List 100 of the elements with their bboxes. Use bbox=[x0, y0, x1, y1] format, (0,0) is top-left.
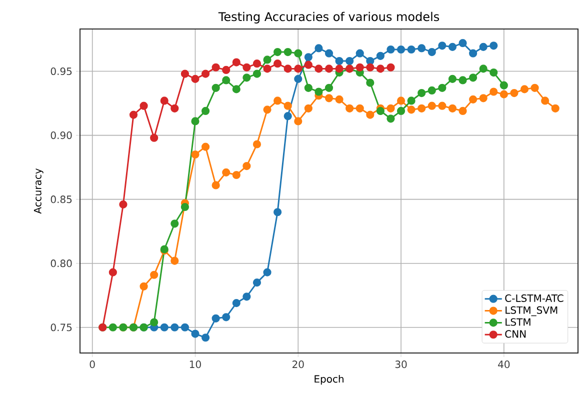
point bbox=[284, 64, 292, 73]
point bbox=[458, 106, 467, 116]
y-tick-label: 0.85 bbox=[50, 196, 72, 204]
point bbox=[140, 102, 148, 110]
point bbox=[418, 44, 426, 52]
point bbox=[335, 64, 344, 73]
point bbox=[191, 74, 200, 83]
y-tick-label: 0.95 bbox=[50, 67, 72, 76]
point bbox=[212, 314, 220, 322]
point bbox=[170, 256, 179, 265]
point bbox=[366, 110, 374, 119]
x-tick-label: 30 bbox=[395, 360, 407, 368]
point bbox=[418, 88, 426, 98]
point bbox=[108, 323, 117, 332]
point bbox=[170, 104, 179, 112]
point bbox=[252, 278, 262, 287]
point bbox=[263, 106, 272, 114]
point bbox=[294, 117, 302, 126]
point bbox=[274, 48, 282, 56]
point bbox=[386, 45, 395, 54]
point bbox=[201, 106, 210, 116]
point bbox=[490, 88, 498, 96]
x-tick-label: 40 bbox=[498, 360, 510, 368]
point bbox=[407, 96, 416, 105]
point bbox=[356, 63, 364, 72]
point bbox=[222, 313, 230, 322]
point bbox=[222, 76, 230, 84]
point bbox=[386, 114, 395, 123]
point bbox=[324, 49, 334, 58]
point bbox=[396, 45, 406, 54]
point bbox=[222, 66, 230, 74]
point bbox=[541, 96, 550, 105]
y-tick-label: 0.80 bbox=[50, 260, 72, 268]
point bbox=[418, 104, 426, 112]
point bbox=[551, 104, 560, 112]
point bbox=[201, 142, 210, 151]
point bbox=[232, 170, 240, 180]
point bbox=[180, 70, 190, 78]
point bbox=[500, 90, 508, 98]
point bbox=[263, 268, 272, 276]
x-tick-label: 20 bbox=[292, 360, 304, 368]
y-tick-label: 0.90 bbox=[50, 132, 72, 140]
point bbox=[448, 104, 457, 112]
point bbox=[469, 49, 478, 58]
point bbox=[242, 292, 251, 301]
point bbox=[356, 49, 364, 58]
point bbox=[438, 102, 446, 110]
point bbox=[520, 85, 529, 94]
point bbox=[201, 334, 210, 342]
point bbox=[407, 45, 416, 54]
point bbox=[530, 84, 539, 92]
point bbox=[304, 84, 312, 92]
point bbox=[201, 70, 210, 78]
point bbox=[222, 168, 230, 176]
point bbox=[242, 63, 251, 72]
point bbox=[500, 81, 508, 90]
point bbox=[366, 63, 374, 72]
x-tick-label: 10 bbox=[190, 360, 201, 368]
point bbox=[180, 323, 190, 332]
point bbox=[396, 106, 406, 116]
point bbox=[284, 112, 292, 120]
point bbox=[304, 53, 312, 62]
point bbox=[129, 110, 138, 119]
legend-label: CNN bbox=[505, 330, 526, 338]
point bbox=[469, 74, 478, 82]
point bbox=[335, 95, 344, 104]
point bbox=[170, 323, 179, 332]
point bbox=[366, 78, 374, 87]
point bbox=[314, 64, 323, 73]
point bbox=[448, 42, 457, 51]
point bbox=[294, 49, 302, 58]
point bbox=[304, 104, 312, 112]
point bbox=[252, 140, 262, 148]
point bbox=[274, 96, 282, 105]
point bbox=[428, 102, 436, 110]
point bbox=[335, 56, 344, 66]
point bbox=[242, 162, 251, 170]
point bbox=[438, 84, 446, 92]
point bbox=[263, 64, 272, 73]
point bbox=[479, 42, 488, 51]
point bbox=[458, 39, 467, 48]
point bbox=[324, 84, 334, 92]
point bbox=[324, 64, 334, 73]
point bbox=[242, 74, 251, 82]
point bbox=[119, 200, 128, 208]
legend-label: LSTM bbox=[506, 318, 530, 326]
point bbox=[428, 48, 436, 56]
legend-label: LSTM_SVM bbox=[506, 306, 558, 316]
legend-label: C-LSTM-ATC bbox=[505, 294, 564, 302]
point bbox=[490, 68, 498, 77]
point bbox=[458, 76, 467, 84]
point bbox=[366, 56, 374, 66]
point bbox=[170, 220, 179, 228]
point bbox=[263, 56, 272, 64]
point bbox=[438, 42, 446, 50]
point bbox=[232, 85, 240, 94]
x-axis-title: Epoch bbox=[314, 374, 344, 385]
point bbox=[314, 44, 323, 52]
point bbox=[469, 95, 478, 104]
chart-title: Testing Accuracies of various models bbox=[218, 12, 440, 24]
